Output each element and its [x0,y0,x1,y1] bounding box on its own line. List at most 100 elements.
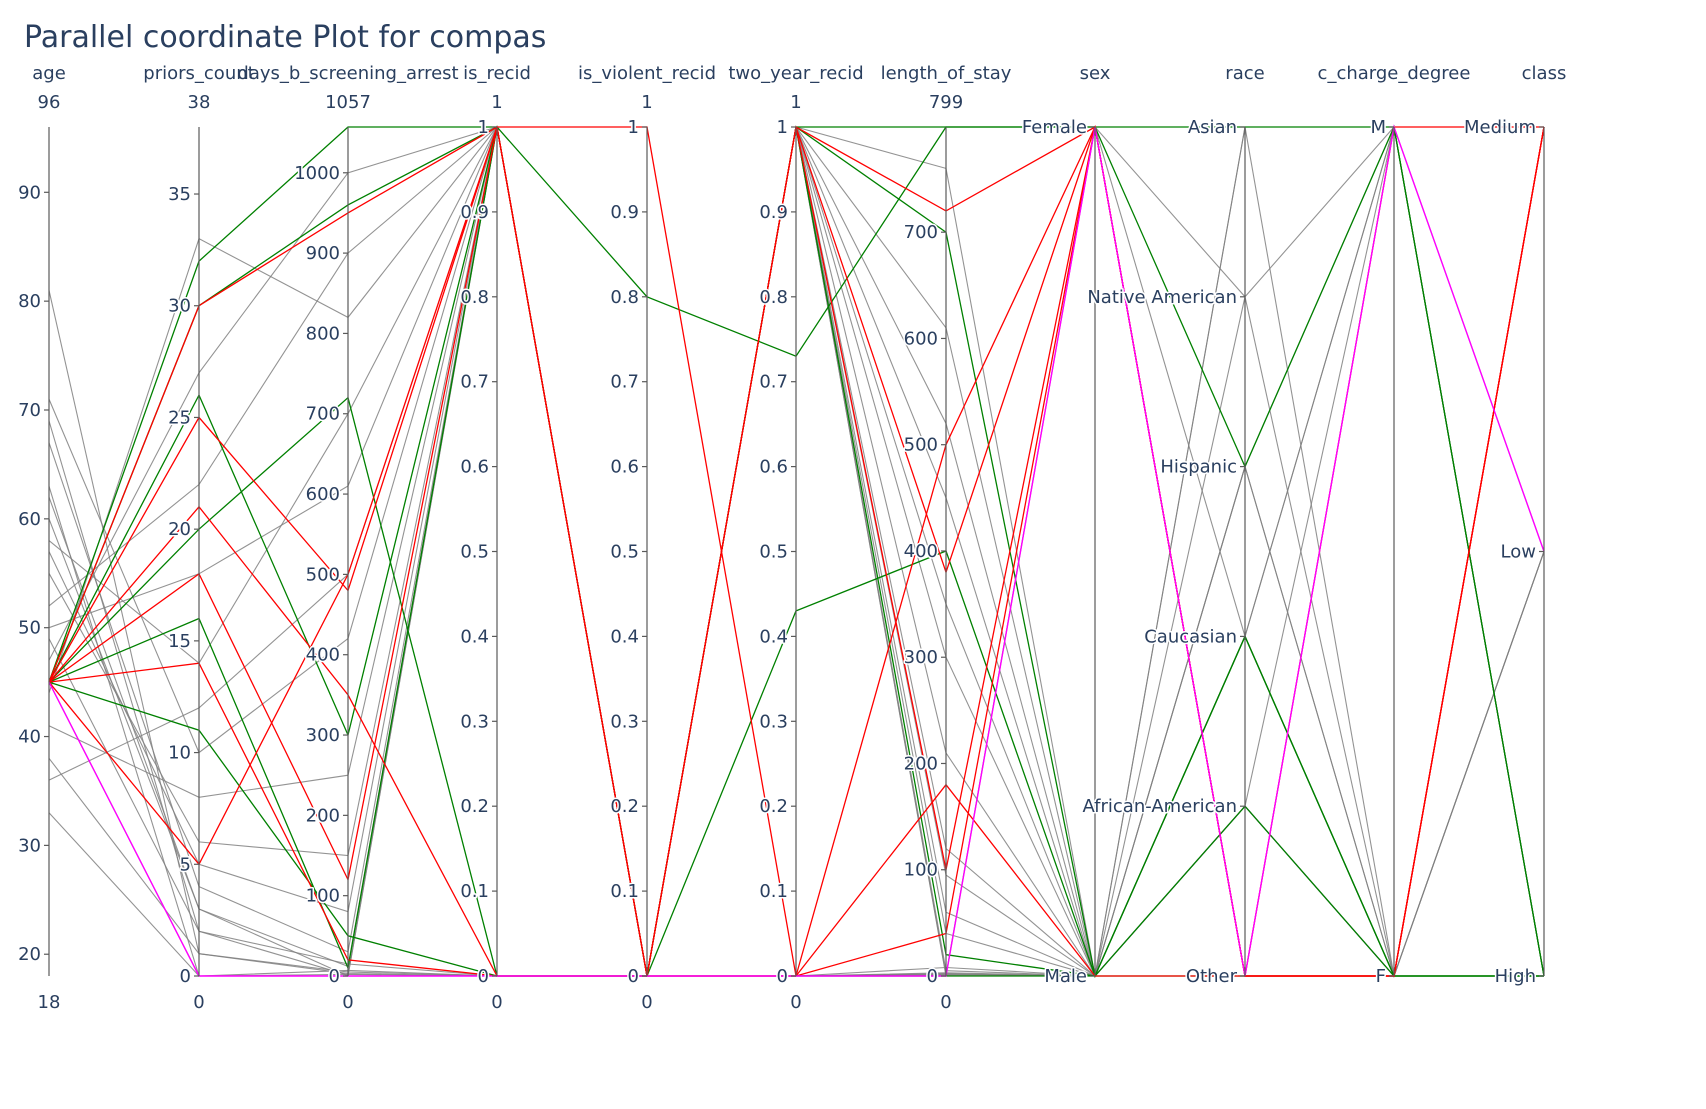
axis-name-class[interactable]: class [1522,63,1567,84]
tick-label: 200 [904,753,938,774]
tick-label: 50 [18,618,41,639]
tick-label: 0.1 [460,881,489,902]
tick-label: 0.4 [610,626,639,647]
tick-label: 0.2 [610,796,639,817]
axes-layer: age96182030405060708090priors_count38005… [17,63,1567,1013]
tick-label: 15 [168,631,191,652]
tick-label: 0.4 [460,626,489,647]
category-label: Hispanic [1160,457,1237,478]
axis-race[interactable]: race Other African-American Caucasian Hispan… [1081,63,1265,989]
tick-label: 0.3 [460,711,489,732]
tick-label: 0.2 [759,796,788,817]
axis-name-c_charge_degree[interactable]: c_charge_degree [1318,63,1471,84]
tick-label: 0 [777,966,788,987]
tick-label: 0.8 [610,287,639,308]
tick-label: 0.1 [759,881,788,902]
tick-label: 5 [180,854,191,875]
tick-label: 90 [18,182,41,203]
axis-class[interactable]: class High Low Medium [1463,63,1567,989]
tick-label: 400 [306,645,340,666]
tick-label: 0 [329,966,340,987]
tick-label: 1 [478,117,489,138]
category-label: Caucasian [1144,626,1237,647]
category-label: M [1370,117,1386,138]
tick-label: 0.7 [460,372,489,393]
axis-name-is_recid[interactable]: is_recid [463,63,531,84]
range-min-days_b_screening_arrest: 0 [342,992,353,1013]
axis-name-age[interactable]: age [32,63,66,84]
tick-label: 10 [168,743,191,764]
tick-label: 600 [306,484,340,505]
tick-label: 0.9 [759,202,788,223]
range-min-length_of_stay: 0 [940,992,951,1013]
tick-label: 800 [306,323,340,344]
tick-label: 20 [18,944,41,965]
tick-label: 700 [306,404,340,425]
tick-label: 0.8 [759,287,788,308]
tick-label: 900 [306,243,340,264]
axis-length_of_stay[interactable]: length_of_stay 799 00 100 200 300 400 500 600 700 [881,63,1012,1013]
tick-label: 0.9 [460,202,489,223]
axis-age[interactable]: age 96 18 20 30 40 50 60 70 80 90 [17,63,66,1013]
axis-sex[interactable]: sex Male Female [1020,63,1111,989]
tick-label: 500 [306,564,340,585]
axis-is_violent_recid[interactable]: is_violent_recid 1 00 0.1 0.2 0.3 0.4 0.5 0.6 0.7… [578,63,716,1013]
tick-label: 0 [180,966,191,987]
range-max-is_recid: 1 [491,92,502,113]
tick-label: 0.6 [610,457,639,478]
category-label: High [1495,966,1536,987]
range-max-two_year_recid: 1 [790,92,801,113]
axis-name-race[interactable]: race [1225,63,1264,84]
tick-label: 300 [904,647,938,668]
range-min-is_violent_recid: 0 [641,992,652,1013]
axis-name-length_of_stay[interactable]: length_of_stay [881,63,1012,84]
axis-name-priors_count[interactable]: priors_count [143,63,254,84]
axis-is_recid[interactable]: is_recid 1 00 0.1 0.2 0.3 0.4 0.5 0.6 0.7 0.8 0.9 1 [459,63,531,1013]
axis-two_year_recid[interactable]: two_year_recid 1 00 0.1 0.2 0.3 0.4 0.5 0.6 0.7 0.… [728,63,863,1013]
tick-label: 0.2 [460,796,489,817]
category-label: F [1376,966,1386,987]
axis-name-two_year_recid[interactable]: two_year_recid [728,63,863,84]
tick-label: 0 [927,966,938,987]
tick-label: 0.9 [610,202,639,223]
range-max-days_b_screening_arrest: 1057 [325,92,371,113]
axis-name-sex[interactable]: sex [1080,63,1111,84]
tick-label: 0.3 [610,711,639,732]
tick-label: 35 [168,184,191,205]
tick-label: 1 [777,117,788,138]
tick-label: 600 [904,328,938,349]
tick-label: 700 [904,222,938,243]
tick-label: 100 [904,860,938,881]
tick-label: 0.7 [759,372,788,393]
tick-label: 20 [168,519,191,540]
category-label: Other [1186,966,1238,987]
tick-label: 0.6 [759,457,788,478]
range-min-is_recid: 0 [491,992,502,1013]
category-label: Asian [1188,117,1237,138]
tick-label: 500 [904,435,938,456]
range-max-is_violent_recid: 1 [641,92,652,113]
range-max-priors_count: 38 [188,92,211,113]
tick-label: 25 [168,407,191,428]
category-label: African-American [1082,796,1237,817]
tick-label: 0.6 [460,457,489,478]
axis-priors_count[interactable]: priors_count 38 00 5 10 15 20 25 30 35 [143,63,254,1013]
tick-label: 30 [168,296,191,317]
category-label: Female [1022,117,1087,138]
axis-c_charge_degree[interactable]: c_charge_degree F M [1318,63,1471,989]
tick-label: 0.5 [610,542,639,563]
tick-label: 40 [18,727,41,748]
axis-name-days_b_screening_arrest[interactable]: days_b_screening_arrest [237,63,458,84]
axis-days_b_screening_arrest[interactable]: days_b_screening_arrest 1057 00 100 200 300 40… [237,63,458,1013]
tick-label: 1 [628,117,639,138]
range-max-length_of_stay: 799 [929,92,963,113]
chart-title: Parallel coordinate Plot for compas [24,20,546,55]
range-max-age: 96 [38,92,61,113]
category-label: Medium [1464,117,1536,138]
tick-label: 200 [306,805,340,826]
category-label: Male [1044,966,1087,987]
tick-label: 0 [478,966,489,987]
tick-label: 0.8 [460,287,489,308]
tick-label: 60 [18,509,41,530]
axis-name-is_violent_recid[interactable]: is_violent_recid [578,63,716,84]
